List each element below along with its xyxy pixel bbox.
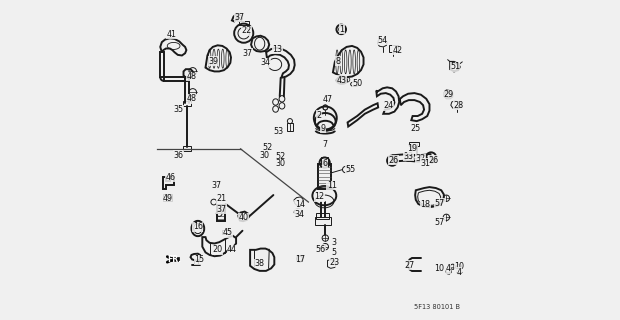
Text: 37: 37: [216, 205, 226, 214]
Text: 3: 3: [332, 238, 337, 247]
Text: 21: 21: [216, 194, 226, 204]
Bar: [287, 123, 293, 131]
Text: 41: 41: [166, 30, 177, 39]
Text: 8: 8: [335, 57, 340, 66]
Text: 4: 4: [456, 268, 462, 277]
Text: 49: 49: [163, 194, 173, 203]
Text: 12: 12: [314, 192, 325, 201]
Bar: [239, 21, 249, 25]
Text: 2: 2: [316, 111, 322, 120]
Bar: [318, 164, 331, 189]
Text: 53: 53: [273, 127, 284, 136]
Text: 11: 11: [327, 181, 337, 190]
Text: 43: 43: [336, 76, 346, 85]
Text: 7: 7: [323, 140, 328, 149]
Bar: [170, 257, 179, 261]
Text: 16: 16: [193, 222, 203, 231]
Text: 57: 57: [435, 218, 445, 227]
Text: 28: 28: [453, 101, 463, 110]
Text: 1: 1: [339, 25, 344, 34]
Text: 44: 44: [227, 245, 237, 254]
Text: 37: 37: [243, 49, 253, 58]
Text: 20: 20: [213, 245, 223, 254]
Text: 37: 37: [234, 13, 244, 22]
Text: 38: 38: [255, 259, 265, 268]
Text: 26: 26: [428, 156, 439, 164]
Text: 6: 6: [323, 159, 328, 168]
Bar: [217, 205, 225, 221]
Bar: [182, 146, 191, 151]
Text: 26: 26: [388, 156, 399, 164]
Text: 52: 52: [263, 143, 273, 152]
Text: 10: 10: [434, 264, 444, 274]
Text: 17: 17: [295, 255, 306, 264]
Text: FR.: FR.: [167, 255, 182, 264]
Text: 54: 54: [378, 36, 388, 45]
Text: 19: 19: [407, 144, 418, 153]
Text: 57: 57: [435, 198, 445, 207]
Text: 45: 45: [223, 228, 233, 237]
Text: 46: 46: [166, 173, 175, 182]
Text: 42: 42: [392, 45, 402, 55]
Bar: [182, 101, 191, 107]
Text: 39: 39: [209, 57, 219, 66]
Text: 30: 30: [276, 159, 286, 168]
Text: 10: 10: [454, 262, 464, 271]
Text: 22: 22: [242, 27, 252, 36]
Text: 56: 56: [316, 245, 326, 254]
Text: 15: 15: [194, 255, 204, 264]
Text: 48: 48: [187, 72, 197, 81]
Text: 4: 4: [446, 264, 451, 274]
Text: 14: 14: [294, 200, 305, 209]
Text: 18: 18: [420, 200, 430, 209]
Text: 34: 34: [260, 58, 270, 67]
Text: 34: 34: [294, 210, 305, 219]
Text: 23: 23: [330, 258, 340, 267]
Text: 24: 24: [383, 101, 393, 110]
Bar: [223, 230, 229, 234]
Text: 52: 52: [275, 152, 286, 161]
Text: 36: 36: [174, 151, 184, 160]
Text: 33: 33: [403, 152, 413, 161]
Bar: [389, 45, 398, 52]
Bar: [316, 213, 329, 219]
Text: 32: 32: [416, 154, 426, 163]
Text: 31: 31: [420, 159, 430, 168]
Text: 51: 51: [450, 62, 460, 71]
Text: 9: 9: [321, 124, 326, 132]
Text: 48: 48: [187, 94, 197, 103]
Text: 25: 25: [410, 124, 421, 132]
Text: 55: 55: [346, 165, 356, 174]
Bar: [315, 217, 330, 225]
Bar: [321, 157, 329, 163]
Bar: [409, 142, 419, 146]
Text: 5: 5: [331, 248, 337, 257]
Text: 47: 47: [322, 95, 332, 104]
Text: 5F13 80101 B: 5F13 80101 B: [414, 304, 459, 310]
Text: 40: 40: [239, 213, 249, 222]
Text: 50: 50: [352, 79, 362, 88]
Text: 30: 30: [259, 151, 270, 160]
Text: 13: 13: [272, 45, 282, 54]
Text: 35: 35: [174, 105, 184, 114]
Text: 37: 37: [211, 181, 221, 190]
Bar: [164, 195, 172, 201]
Text: 29: 29: [443, 90, 454, 99]
Text: 27: 27: [404, 261, 415, 270]
